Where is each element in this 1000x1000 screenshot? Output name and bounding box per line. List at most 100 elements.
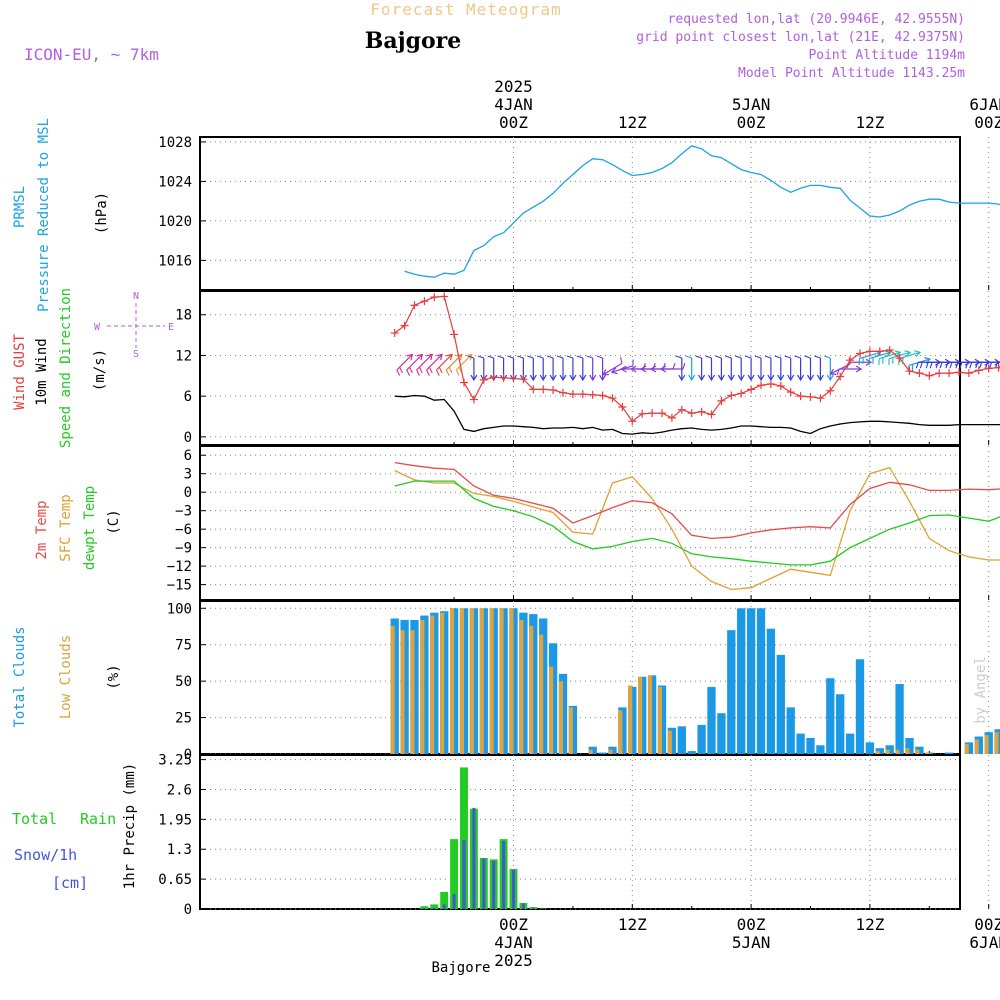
low-clouds-bar (509, 608, 514, 754)
wind-barb-feather (477, 355, 484, 359)
panel-frame (199, 600, 961, 755)
y-tick-label: −12 (167, 559, 192, 575)
low-clouds-bar (410, 630, 415, 754)
wind-barb-head (884, 350, 892, 358)
wind-gust-point (945, 369, 954, 378)
low-clouds-bar (964, 743, 969, 754)
snow-label: Snow/1h (14, 846, 77, 864)
wind-gust-point (974, 366, 983, 375)
y-tick-label: 1016 (158, 253, 192, 269)
y-tick-label: 1024 (158, 174, 192, 190)
wind-gust-point (400, 321, 409, 330)
wind-barb-feather (965, 362, 969, 369)
wind-gust-point (410, 301, 419, 310)
wind-barb-feather (566, 355, 574, 359)
wind-barb-feather (929, 362, 933, 369)
wind-barb-head (678, 374, 686, 382)
prmsl-label: PRMSL (12, 186, 28, 228)
wind-barb-feather (975, 362, 979, 369)
wind-gust-point (559, 388, 567, 397)
wind-barb (814, 355, 824, 382)
y-tick-label: 1020 (158, 214, 192, 230)
rain-bar (450, 839, 459, 909)
wind-barb-feather (537, 355, 544, 359)
wind-barb-feather (764, 355, 772, 359)
wind-barb-head (426, 353, 434, 361)
grid-point-coords: grid point closest lon,lat (21E, 42.9375… (636, 30, 965, 45)
wind-gust-point (549, 386, 558, 395)
pressure-msl-label: Pressure Reduced to MSL (36, 118, 52, 312)
wind-barb-feather (754, 355, 762, 359)
wind-barb (426, 353, 443, 376)
wind-barb-feather (685, 355, 692, 359)
top-time-label: 12Z (855, 113, 884, 132)
temp-unit: (C) (106, 509, 122, 534)
wind-gust-point (519, 375, 528, 384)
low-clouds-bar (984, 735, 989, 754)
low-clouds-bar (588, 749, 593, 754)
y-tick-label: −9 (175, 541, 192, 557)
snow-bar (432, 907, 436, 909)
low-clouds-bar (638, 676, 643, 754)
top-year-label: 2025 (494, 77, 533, 96)
wind-unit: (m/s) (92, 349, 108, 391)
wind-gust-point (628, 417, 637, 426)
wind-gust-point (826, 386, 835, 395)
total-clouds-bar (489, 608, 498, 754)
wind-gust-point (757, 381, 765, 390)
temperature-panel: −15 −12 −9 −6 −3 0 3 6 (167, 445, 1000, 601)
temp-labels: 2m Temp SFC Temp dewpt Temp (C) (34, 486, 122, 570)
wind-barb-head (599, 374, 607, 382)
wind-barb (774, 355, 785, 382)
wind-gust-point (816, 394, 825, 403)
wind-gust-point (479, 375, 488, 384)
wind-barb-head (639, 365, 647, 373)
total-clouds-bar (836, 694, 845, 754)
low-clouds-bar (430, 615, 435, 754)
wind-barb-feather (428, 366, 433, 374)
low-clouds-bar (875, 751, 880, 754)
total-clouds-bar (707, 686, 716, 754)
wind-barb-feather (959, 362, 963, 369)
compass-rose: N S W E (94, 291, 174, 360)
wind-gust-point (568, 390, 577, 399)
wind-barb-feather (715, 355, 722, 359)
y-tick-label: 100 (167, 601, 192, 617)
y-tick-label: 1028 (158, 135, 192, 151)
wind-gust-point (747, 385, 756, 394)
wind-dir-label: Speed and Direction (58, 288, 74, 448)
wind-barb-feather (409, 366, 413, 374)
wind-barb (858, 350, 882, 365)
wind-barb-head (757, 374, 765, 382)
wind-speed-line (394, 394, 1000, 435)
model-altitude: Model Point Altitude 1143.25m (738, 66, 965, 81)
compass-n: N (133, 291, 139, 302)
wind-barb-head (569, 374, 577, 382)
y-tick-label: 0 (184, 902, 192, 918)
wind-panel: 0 6 12 18 (175, 290, 1000, 446)
wind-barb-head (688, 374, 696, 382)
wind-barb-head (737, 374, 745, 382)
product-title: Forecast Meteogram (370, 0, 561, 19)
wind-barb-head (579, 374, 587, 382)
y-tick-label: 2.6 (167, 782, 192, 798)
low-clouds-bar (628, 685, 633, 754)
wind-gust-point (984, 364, 993, 373)
wind-barb-feather (445, 369, 450, 376)
wind-barb-head (698, 374, 706, 382)
top-day-label: 6JAN (969, 95, 1000, 114)
low-clouds-bar (895, 749, 900, 754)
wind-barb-head (659, 365, 667, 373)
wind-barb-head (865, 358, 873, 366)
bottom-time-axis: 00Z12Z00Z12Z00Z12Z4JAN20255JAN6JAN (494, 915, 1000, 970)
wind-barb-head (406, 353, 414, 361)
wind-barb (435, 353, 453, 376)
wind-barb (576, 355, 587, 382)
wind-barb-head (589, 374, 597, 382)
wind-gust-point (658, 409, 666, 418)
y-tick-label: 3.25 (158, 753, 192, 769)
total-clouds-bar (796, 733, 805, 754)
wind-gust-point (608, 394, 617, 403)
low-clouds-bar (657, 686, 662, 754)
